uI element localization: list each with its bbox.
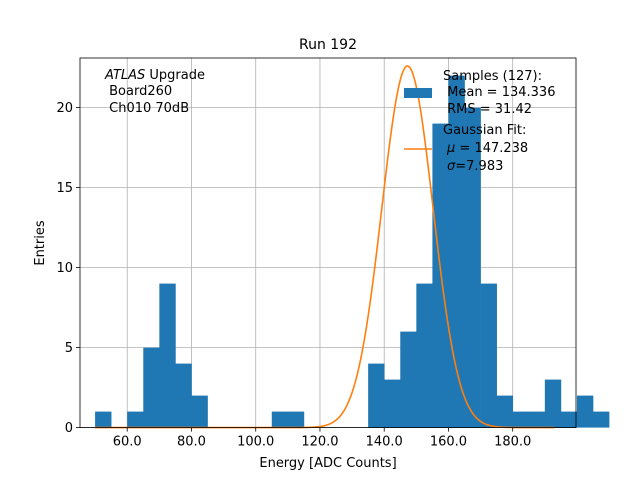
y-tick-label: 0 <box>65 421 73 436</box>
histogram-bar <box>271 411 289 428</box>
histogram-bar <box>448 75 465 428</box>
legend-fit-mu: μ = 147.238 <box>446 141 528 156</box>
chart-title: Run 192 <box>299 37 357 53</box>
histogram-bar <box>416 283 433 428</box>
histogram-bar <box>528 411 546 428</box>
legend-fit-sigma: σ=7.983 <box>447 159 503 174</box>
x-tick-label: 60.0 <box>113 435 142 450</box>
y-tick-label: 15 <box>56 181 73 196</box>
histogram-bar <box>127 411 144 428</box>
legend-fit-line-1: Gaussian Fit: <box>443 123 526 138</box>
legend: Samples (127): Mean = 134.336 RMS = 31.4… <box>404 69 555 174</box>
atlas-annotation: ATLAS Upgrade Board260 Ch010 70dB <box>104 68 205 116</box>
x-tick-label: 100.0 <box>237 435 274 450</box>
legend-mu-symbol: μ <box>446 141 455 156</box>
histogram-bar <box>175 363 192 428</box>
histogram-bar <box>576 395 594 428</box>
histogram-bar <box>496 395 514 428</box>
histogram-bar <box>464 107 481 428</box>
x-tick-label: 180.0 <box>494 435 531 450</box>
y-tick-label: 20 <box>56 101 73 116</box>
x-tick-label: 80.0 <box>177 435 206 450</box>
x-tick-label: 160.0 <box>430 435 467 450</box>
histogram-bar <box>287 411 305 428</box>
plot-frame <box>79 57 577 429</box>
y-axis-ticks: 0 5 10 15 20 <box>56 101 80 436</box>
legend-sigma-symbol: σ <box>447 159 456 174</box>
legend-samples-swatch <box>404 88 432 98</box>
y-tick-label: 5 <box>65 341 73 356</box>
annotation-upgrade: Upgrade <box>145 68 205 83</box>
histogram-bar <box>480 283 497 428</box>
histogram-bar <box>143 347 160 428</box>
legend-sigma-value: =7.983 <box>455 159 503 174</box>
annotation-atlas-italic: ATLAS <box>104 68 145 83</box>
histogram-bar <box>159 283 176 428</box>
histogram-bars <box>95 75 610 428</box>
x-tick-label: 120.0 <box>301 435 338 450</box>
histogram-bar <box>95 411 112 428</box>
y-axis-label: Entries <box>33 220 48 266</box>
histogram-bar <box>512 411 530 428</box>
x-axis-label: Energy [ADC Counts] <box>259 456 396 471</box>
x-axis-ticks: 60.0 80.0 100.0 120.0 140.0 160.0 180.0 <box>113 427 531 450</box>
legend-mu-value: = 147.238 <box>455 141 528 156</box>
histogram-bar <box>384 379 401 428</box>
histogram-bar <box>191 395 208 428</box>
legend-samples-mean: Mean = 134.336 <box>443 85 555 100</box>
annotation-line-2: Board260 <box>105 84 172 99</box>
histogram-bar <box>560 411 578 428</box>
histogram-bar <box>593 411 610 428</box>
y-tick-label: 10 <box>56 261 73 276</box>
annotation-line-3: Ch010 70dB <box>105 101 189 116</box>
annotation-line-1: ATLAS Upgrade <box>104 68 205 83</box>
histogram-bar <box>544 379 562 428</box>
x-tick-label: 140.0 <box>366 435 403 450</box>
histogram-bar <box>368 363 385 428</box>
legend-samples-line-1: Samples (127): <box>443 69 542 84</box>
histogram-bar <box>400 331 417 428</box>
legend-samples-rms: RMS = 31.42 <box>443 102 532 117</box>
